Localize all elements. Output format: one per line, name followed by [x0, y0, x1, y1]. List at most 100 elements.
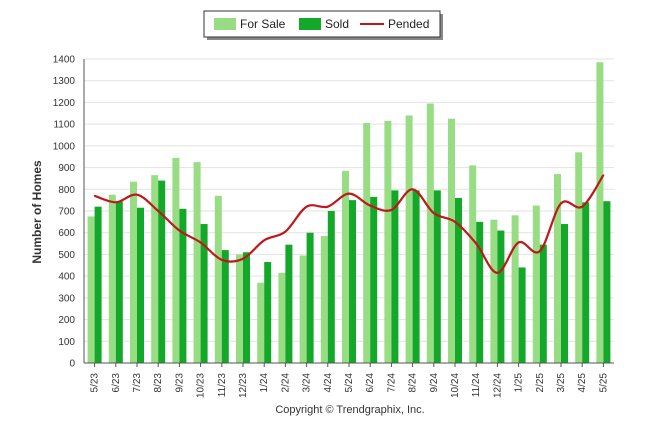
bar-sold — [115, 201, 123, 363]
bar-sold — [497, 230, 505, 363]
y-tick-label: 1100 — [53, 120, 75, 131]
legend-item-pended[interactable]: Pended — [360, 17, 429, 31]
pended-point — [348, 192, 350, 195]
pended-point — [327, 205, 329, 208]
legend-item-for-sale[interactable]: For Sale — [214, 17, 286, 31]
bar-sold — [603, 201, 611, 363]
bar-for-sale — [554, 174, 561, 363]
axes — [83, 59, 614, 367]
copyright-text: Copyright © Trendgraphix, Inc. — [275, 404, 424, 416]
legend-swatch — [299, 18, 321, 30]
legend[interactable]: For Sale Sold Pended — [203, 10, 443, 40]
legend-label: For Sale — [240, 17, 286, 31]
x-tick-label: 2/24 — [280, 373, 291, 393]
bar-for-sale — [257, 282, 265, 363]
x-tick-label: 11/24 — [471, 373, 482, 398]
pended-point — [539, 250, 541, 252]
bar-for-sale — [575, 152, 583, 363]
bar-sold — [306, 232, 314, 363]
x-tick-label: 9/23 — [174, 373, 185, 393]
bar-sold — [561, 224, 568, 363]
x-tick-label: 7/23 — [132, 373, 143, 393]
bar-sold — [264, 262, 272, 363]
bar-sold — [221, 250, 229, 363]
bar-sold — [582, 202, 590, 363]
bar-for-sale — [214, 195, 222, 363]
bar-sold — [391, 190, 399, 363]
bar-sold — [327, 211, 335, 363]
pended-point — [284, 230, 287, 233]
bar-sold — [179, 208, 187, 363]
bar-sold — [94, 206, 102, 363]
x-tick-label: 2/25 — [535, 373, 546, 393]
bar-for-sale — [490, 219, 498, 363]
x-tick-label: 4/24 — [323, 373, 334, 393]
pended-point — [178, 229, 181, 232]
bar-for-sale — [426, 103, 434, 363]
y-tick-label: 200 — [58, 315, 75, 326]
bar-for-sale — [87, 216, 95, 363]
y-tick-label: 400 — [58, 272, 75, 283]
legend-item-sold[interactable]: Sold — [299, 17, 349, 31]
pended-point — [496, 272, 499, 274]
x-tick-label: 1/24 — [259, 373, 270, 393]
bar-sold — [137, 207, 144, 363]
bar-for-sale — [172, 157, 180, 363]
pended-point — [602, 174, 605, 176]
bar-sold — [455, 197, 462, 363]
bar-for-sale — [108, 194, 116, 363]
bar-sold — [349, 200, 356, 363]
bar-for-sale — [405, 115, 413, 363]
y-tick-labels: 0 100 200 300 400 500 600 700 800 900 1000 1100 1200… — [53, 55, 76, 370]
pended-line-group — [93, 174, 605, 274]
y-tick-label: 1200 — [53, 98, 76, 109]
x-tick-label: 11/23 — [217, 373, 228, 398]
bar-for-sale — [299, 255, 307, 363]
x-tick-label: 12/23 — [238, 373, 249, 398]
y-tick-label: 800 — [58, 185, 75, 196]
bar-sold — [433, 190, 441, 363]
bar-for-sale — [193, 162, 201, 363]
x-tick-label: 10/24 — [450, 373, 461, 398]
x-tick-label: 4/25 — [577, 373, 588, 393]
x-tick-label: 1/25 — [514, 373, 525, 393]
bar-for-sale — [469, 165, 477, 363]
x-tick-label: 9/24 — [429, 373, 440, 393]
bar-sold — [476, 221, 484, 363]
x-tick-label: 5/24 — [344, 373, 355, 393]
bar-sold — [243, 252, 250, 363]
pended-point — [369, 204, 372, 207]
pended-point — [390, 209, 393, 211]
bar-sold — [158, 180, 166, 363]
bar-for-sale — [236, 254, 243, 363]
y-tick-label: 300 — [58, 293, 75, 304]
legend-label: Sold — [325, 17, 349, 31]
y-axis-title: Number of Homes — [30, 160, 44, 264]
pended-point — [560, 202, 562, 205]
bar-for-sale — [511, 215, 519, 363]
pended-point — [517, 241, 520, 244]
y-tick-label: 0 — [69, 359, 75, 370]
x-tick-label: 7/24 — [386, 373, 397, 393]
bar-marks — [87, 62, 611, 363]
x-tick-label: 12/24 — [492, 373, 503, 398]
bar-for-sale — [596, 62, 604, 363]
x-tick-label: 10/23 — [196, 373, 207, 398]
pended-point — [581, 205, 583, 208]
bar-sold — [285, 244, 293, 363]
x-tick-label: 6/23 — [111, 373, 122, 393]
y-tick-label: 1300 — [53, 76, 76, 87]
bar-for-sale — [320, 235, 328, 363]
pended-point — [242, 257, 244, 260]
bar-for-sale — [342, 170, 349, 363]
bar-sold — [539, 244, 547, 363]
pended-point — [411, 188, 414, 191]
bar-for-sale — [532, 205, 540, 363]
pended-point — [157, 210, 159, 212]
pended-point — [454, 221, 456, 223]
x-tick-label: 8/23 — [153, 373, 164, 393]
x-tick-label: 8/24 — [408, 373, 419, 393]
bar-for-sale — [278, 272, 286, 363]
y-tick-label: 900 — [58, 163, 75, 174]
